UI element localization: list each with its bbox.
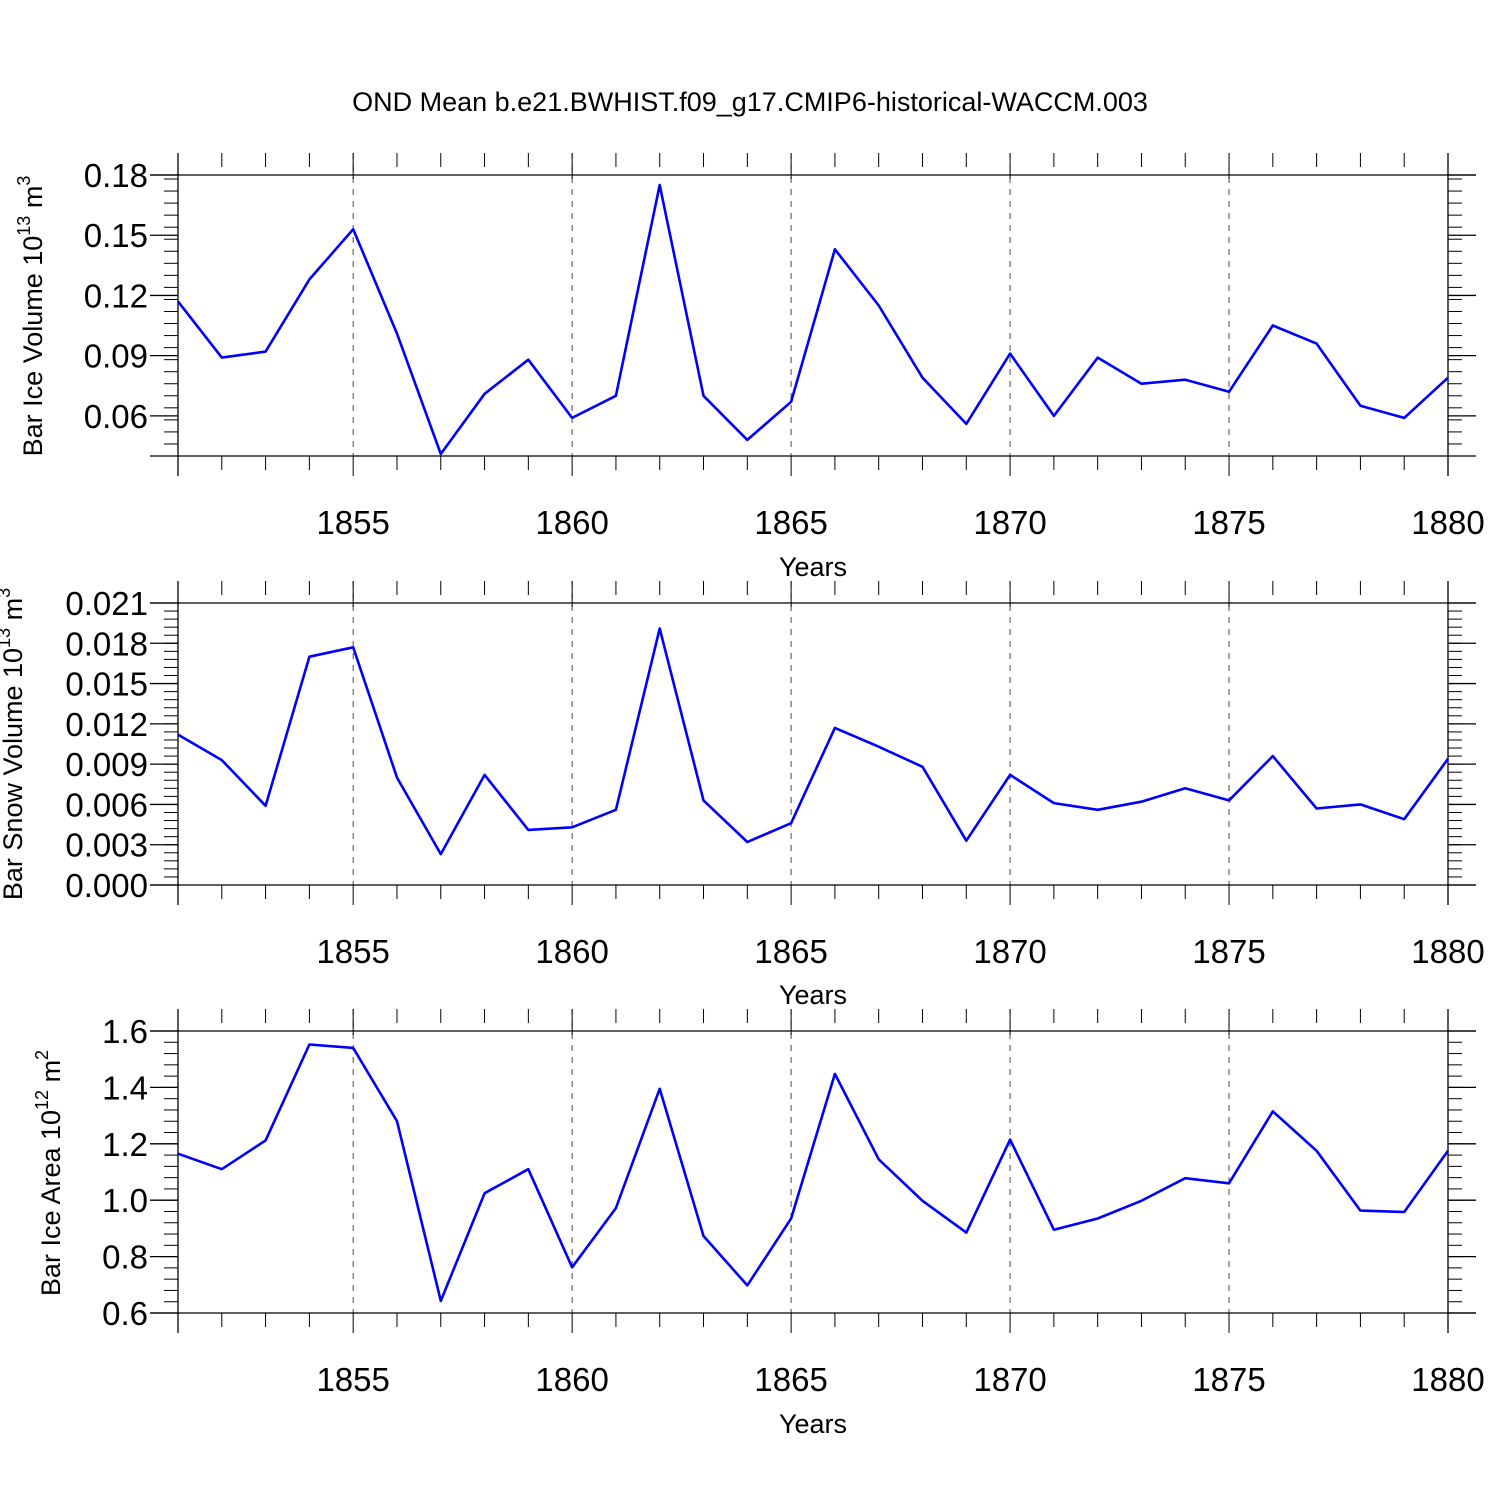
panel-ice-volume: Bar Ice Volume 1013 m3 Years 0.06 0.09 0.1…	[14, 153, 1485, 582]
p2-ytick-label: 1.4	[102, 1069, 148, 1106]
p1-ytick-label: 0.018	[65, 625, 148, 662]
p0-xtick-label: 1865	[754, 504, 827, 541]
p2-ytick-label: 0.8	[102, 1239, 148, 1276]
p1-ytick-label: 0.003	[65, 827, 148, 864]
p1-ytick-label: 0.012	[65, 706, 148, 743]
p0-xtick-label: 1880	[1411, 504, 1484, 541]
p1-xtick-label: 1875	[1192, 933, 1265, 970]
p2-ytick-label: 1.0	[102, 1182, 148, 1219]
panel-ice-area-ylabel: Bar Ice Area 1012 m2	[32, 1050, 66, 1296]
p1-ytick-label: 0.015	[65, 666, 148, 703]
p0-series-line-0	[176, 183, 1449, 456]
p1-xtick-label: 1870	[973, 933, 1046, 970]
p1-xtick-label: 1855	[316, 933, 389, 970]
p2-ytick-label: 1.6	[102, 1013, 148, 1050]
p0-ytick-label: 0.12	[84, 277, 148, 314]
p2-ytick-label: 1.2	[102, 1126, 148, 1163]
panel-snow-volume-ylabel: Bar Snow Volume 1013 m3	[0, 588, 28, 900]
panel-snow-volume-xlabel: Years	[779, 980, 847, 1010]
panel-ice-volume-xlabel: Years	[779, 552, 847, 582]
p2-xtick-label: 1870	[973, 1361, 1046, 1398]
p2-xtick-label: 1875	[1192, 1361, 1265, 1398]
p1-ytick-label: 0.000	[65, 867, 148, 904]
p2-xtick-label: 1860	[535, 1361, 608, 1398]
p0-xtick-label: 1860	[535, 504, 608, 541]
p1-ytick-label: 0.021	[65, 585, 148, 622]
p1-ytick-label: 0.006	[65, 786, 148, 823]
p1-xtick-label: 1860	[535, 933, 608, 970]
p2-xtick-label: 1865	[754, 1361, 827, 1398]
figure-title: OND Mean b.e21.BWHIST.f09_g17.CMIP6-hist…	[352, 87, 1148, 117]
p0-xtick-label: 1870	[973, 504, 1046, 541]
p2-xtick-label: 1855	[316, 1361, 389, 1398]
panel-ice-area: Bar Ice Area 1012 m2 Years 0.6 0.8 1.0 1.2 1…	[32, 1009, 1485, 1439]
p2-series-line-0	[177, 1043, 1450, 1303]
p1-xtick-label: 1880	[1411, 933, 1484, 970]
p0-xtick-label: 1875	[1192, 504, 1265, 541]
p2-xtick-label: 1880	[1411, 1361, 1484, 1398]
p0-ytick-label: 0.15	[84, 217, 148, 254]
panel-ice-area-xlabel: Years	[779, 1409, 847, 1439]
p2-ytick-label: 0.6	[102, 1295, 148, 1332]
p1-xtick-label: 1865	[754, 933, 827, 970]
p0-xtick-label: 1855	[316, 504, 389, 541]
p0-ytick-label: 0.18	[84, 157, 148, 194]
p0-ytick-label: 0.09	[84, 338, 148, 375]
panel-ice-volume-ylabel: Bar Ice Volume 1013 m3	[14, 176, 48, 457]
panel-snow-volume: Bar Snow Volume 1013 m3 Years 0.0000.003…	[0, 581, 1485, 1010]
p1-ytick-label: 0.009	[65, 746, 148, 783]
p1-series-line-0	[177, 627, 1450, 856]
p0-ytick-label: 0.06	[84, 398, 148, 435]
